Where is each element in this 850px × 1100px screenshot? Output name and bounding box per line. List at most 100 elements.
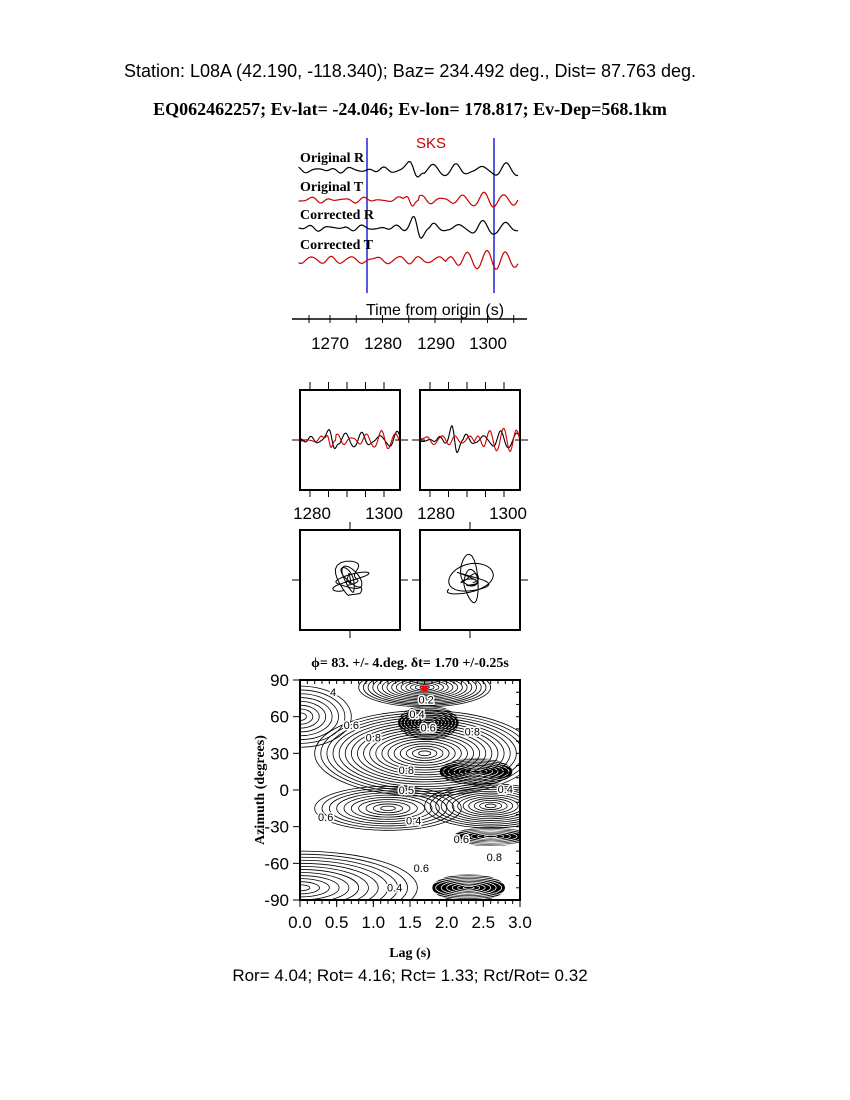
lag-tick-label: 0.0 bbox=[288, 913, 312, 932]
contour-label: 0.4 bbox=[406, 816, 421, 828]
contour-label: 0.8 bbox=[465, 726, 480, 738]
contour-line bbox=[386, 680, 463, 699]
contour-label: 0.6 bbox=[318, 812, 333, 824]
lag-tick-label: 2.0 bbox=[435, 913, 459, 932]
contour-line bbox=[393, 741, 456, 766]
particle-motion-panels bbox=[292, 522, 528, 638]
contour-line bbox=[300, 853, 408, 900]
contour-line bbox=[344, 722, 505, 785]
particle-motion-before bbox=[332, 560, 370, 597]
contour-line bbox=[300, 865, 369, 900]
contour-line bbox=[300, 862, 379, 900]
contour-line bbox=[457, 794, 520, 818]
contour-line bbox=[314, 710, 520, 797]
panel-tick-label: 1300 bbox=[365, 504, 403, 523]
lag-tick-label: 2.5 bbox=[472, 913, 496, 932]
seismogram-traces-panel: SKS Original R Original T Corrected R Co… bbox=[292, 135, 527, 353]
energy-contour-plot: 4 0.2 0.4 0.6 0.8 0.6 0.8 0.8 0.5 0.4 0.6 0.4 0.6 0.8… bbox=[300, 680, 520, 900]
contour-line bbox=[336, 792, 440, 825]
contour-line bbox=[407, 871, 520, 900]
contour-label: 0.4 bbox=[409, 709, 424, 721]
contour-line bbox=[300, 697, 333, 737]
time-tick-label: 1270 bbox=[311, 334, 349, 353]
azimuth-tick-label: -60 bbox=[264, 854, 289, 873]
contour-label: 0.6 bbox=[420, 723, 435, 735]
trace-label-corrected-t: Corrected T bbox=[300, 238, 374, 253]
contour-line bbox=[350, 796, 426, 820]
contour-line bbox=[446, 881, 492, 894]
particle-motion-after-panel bbox=[419, 529, 521, 631]
panel-tick-label: 1280 bbox=[417, 504, 455, 523]
contour-line bbox=[379, 703, 477, 743]
contour-line bbox=[321, 788, 455, 829]
contour-line bbox=[300, 708, 314, 725]
contour-line bbox=[459, 766, 493, 777]
after-transverse-waveform bbox=[419, 427, 520, 453]
contour-line bbox=[358, 799, 418, 818]
lag-tick-label: 1.0 bbox=[362, 913, 386, 932]
lag-tick-label: 0.5 bbox=[325, 913, 349, 932]
contour-line bbox=[405, 745, 444, 761]
particle-motion-after bbox=[446, 553, 494, 604]
contour-line bbox=[483, 834, 498, 839]
contour-line bbox=[367, 680, 482, 705]
contour-line bbox=[314, 785, 462, 831]
contour-line bbox=[320, 712, 520, 795]
contour-line bbox=[473, 799, 508, 812]
contour-line bbox=[429, 877, 508, 899]
station-line: Station: L08A (42.190, -118.340); Baz= 2… bbox=[124, 61, 696, 81]
contour-line bbox=[365, 801, 411, 816]
contour-line bbox=[300, 875, 340, 900]
before-radial-waveform bbox=[299, 428, 400, 450]
contour-line bbox=[328, 790, 448, 827]
contour-line bbox=[300, 704, 320, 729]
contour-line bbox=[358, 680, 492, 708]
contour-line bbox=[300, 869, 360, 900]
contour-line bbox=[435, 878, 503, 897]
contour-label: 0.6 bbox=[344, 720, 359, 732]
contour-line bbox=[362, 680, 487, 706]
lag-tick-label: 1.5 bbox=[398, 913, 422, 932]
contour-line bbox=[343, 794, 433, 822]
original-r-trace bbox=[298, 161, 518, 178]
contour-line bbox=[369, 731, 481, 776]
azimuth-axis-label: Azimuth (degrees) bbox=[253, 735, 268, 845]
contour-title: ϕ= 83. +/- 4.deg. δt= 1.70 +/-0.25s bbox=[311, 656, 509, 671]
contour-line bbox=[479, 801, 503, 810]
contour-line bbox=[413, 873, 520, 900]
event-line: EQ062462257; Ev-lat= -24.046; Ev-lon= 17… bbox=[153, 99, 667, 119]
contour-line bbox=[464, 768, 488, 775]
corrected-r-trace bbox=[298, 215, 518, 239]
contour-line bbox=[470, 832, 511, 841]
panel-tick-label: 1280 bbox=[293, 504, 331, 523]
contour-line bbox=[440, 880, 497, 896]
contour-line bbox=[468, 798, 514, 814]
azimuth-tick-label: 60 bbox=[270, 708, 289, 727]
contour-line bbox=[372, 680, 477, 704]
waveform-comparison-panels: 1280 1300 1280 1300 bbox=[292, 382, 528, 523]
contour-line bbox=[412, 748, 438, 759]
azimuth-tick-label: 30 bbox=[270, 744, 289, 763]
contour-line bbox=[457, 829, 520, 843]
contour-line bbox=[462, 796, 519, 816]
contour-line bbox=[381, 736, 468, 771]
contour-line bbox=[437, 826, 520, 847]
time-tick-label: 1280 bbox=[364, 334, 402, 353]
contour-label: 0.8 bbox=[399, 765, 414, 777]
contour-label: 0.2 bbox=[418, 694, 433, 706]
contour-line bbox=[399, 743, 450, 764]
contour-line bbox=[402, 870, 520, 900]
contour-line bbox=[300, 850, 418, 900]
contour-line bbox=[338, 719, 511, 788]
contour-label: 0.6 bbox=[454, 834, 469, 846]
contour-label: 0.8 bbox=[366, 732, 381, 744]
lag-tick-label: 3.0 bbox=[508, 913, 532, 932]
contour-line bbox=[391, 680, 459, 698]
contour-line bbox=[380, 805, 396, 811]
trace-label-original-r: Original R bbox=[300, 151, 365, 166]
contour-line bbox=[429, 785, 520, 827]
contour-label: 4 bbox=[330, 687, 336, 699]
contour-line bbox=[357, 726, 493, 780]
contour-line bbox=[457, 884, 481, 892]
before-transverse-waveform bbox=[299, 429, 400, 450]
